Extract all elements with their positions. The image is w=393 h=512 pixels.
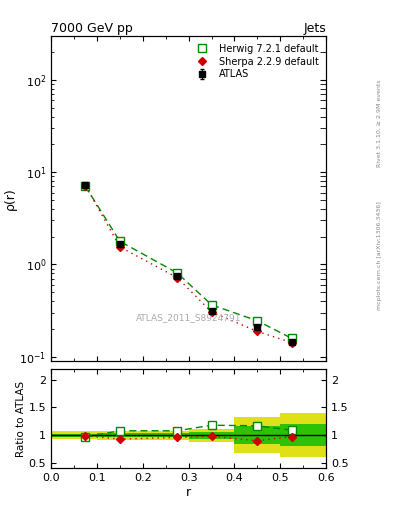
Text: 7000 GeV pp: 7000 GeV pp: [51, 22, 133, 35]
Herwig 7.2.1 default: [290, 335, 294, 342]
Herwig 7.2.1 default: [209, 302, 214, 308]
Herwig 7.2.1 default: [255, 318, 260, 324]
Line: Sherpa 2.2.9 default: Sherpa 2.2.9 default: [83, 182, 295, 346]
X-axis label: r: r: [186, 486, 191, 499]
Herwig 7.2.1 default: [83, 183, 88, 189]
Legend: Herwig 7.2.1 default, Sherpa 2.2.9 default, ATLAS: Herwig 7.2.1 default, Sherpa 2.2.9 defau…: [186, 40, 321, 82]
Sherpa 2.2.9 default: [209, 309, 214, 315]
Sherpa 2.2.9 default: [255, 328, 260, 334]
Text: mcplots.cern.ch [arXiv:1306.3436]: mcplots.cern.ch [arXiv:1306.3436]: [377, 202, 382, 310]
Y-axis label: Ratio to ATLAS: Ratio to ATLAS: [16, 380, 26, 457]
Text: ATLAS_2011_S8924791: ATLAS_2011_S8924791: [136, 313, 241, 322]
Sherpa 2.2.9 default: [118, 244, 122, 250]
Sherpa 2.2.9 default: [175, 274, 180, 281]
Line: Herwig 7.2.1 default: Herwig 7.2.1 default: [82, 183, 296, 342]
Text: Jets: Jets: [303, 22, 326, 35]
Herwig 7.2.1 default: [118, 238, 122, 244]
Text: Rivet 3.1.10, ≥ 2.9M events: Rivet 3.1.10, ≥ 2.9M events: [377, 79, 382, 167]
Herwig 7.2.1 default: [175, 270, 180, 276]
Sherpa 2.2.9 default: [290, 339, 294, 346]
Sherpa 2.2.9 default: [83, 183, 88, 189]
Y-axis label: ρ(r): ρ(r): [4, 187, 17, 210]
